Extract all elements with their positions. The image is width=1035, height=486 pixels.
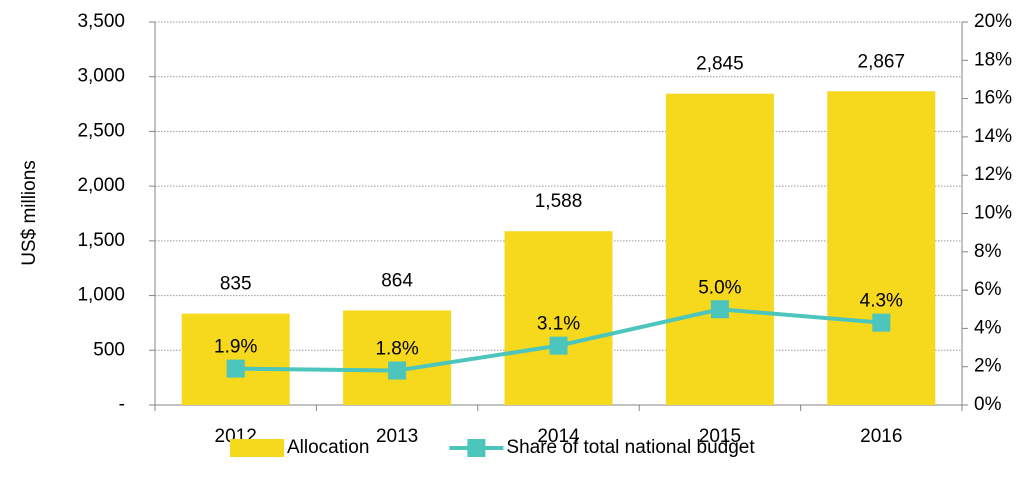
legend-label: Allocation	[287, 437, 369, 458]
y2-tick-label: 4%	[974, 317, 1002, 338]
line-value-label: 3.1%	[537, 314, 580, 335]
line-marker	[710, 300, 729, 319]
y-tick-label: 1,000	[77, 285, 125, 306]
bar	[181, 313, 290, 405]
bar	[343, 310, 452, 405]
bar-value-label: 2,845	[696, 54, 744, 75]
legend-marker	[467, 439, 486, 457]
line-value-label: 5.0%	[698, 277, 741, 298]
x-tick-label: 2013	[376, 426, 418, 447]
line-value-label: 1.9%	[214, 337, 257, 358]
y-tick-label: 3,000	[77, 66, 125, 87]
bar-value-label: 2,867	[858, 51, 906, 72]
line-marker	[872, 313, 891, 332]
line-marker	[226, 359, 245, 378]
y2-tick-label: 14%	[974, 126, 1012, 147]
y2-tick-label: 10%	[974, 203, 1012, 224]
y2-tick-label: 12%	[974, 164, 1012, 185]
y2-tick-label: 18%	[974, 49, 1012, 70]
y-tick-label: -	[119, 394, 125, 415]
legend-label: Share of total national budget	[506, 437, 755, 458]
x-tick-label: 2015	[699, 426, 741, 447]
line-value-label: 1.8%	[375, 339, 418, 360]
bar	[504, 231, 613, 405]
bar-value-label: 1,588	[535, 191, 583, 212]
bar	[827, 91, 936, 406]
y2-tick-label: 8%	[974, 241, 1002, 262]
y2-tick-label: 2%	[974, 356, 1002, 377]
bar-value-label: 864	[381, 270, 413, 291]
line-marker	[388, 361, 407, 380]
y2-tick-label: 16%	[974, 88, 1012, 109]
y2-tick-label: 6%	[974, 279, 1002, 300]
line-value-label: 4.3%	[860, 291, 903, 312]
y-tick-label: 500	[93, 339, 125, 360]
y-tick-label: 2,000	[77, 175, 125, 196]
y-tick-label: 3,500	[77, 11, 125, 32]
bar	[665, 93, 774, 405]
x-tick-label: 2016	[860, 426, 902, 447]
x-tick-label: 2014	[537, 426, 580, 447]
y-tick-label: 1,500	[77, 230, 125, 251]
legend-swatch	[230, 439, 284, 457]
y-tick-label: 2,500	[77, 120, 125, 141]
bar-value-label: 835	[220, 274, 252, 295]
y2-tick-label: 20%	[974, 11, 1012, 32]
line-marker	[549, 336, 568, 355]
y2-tick-label: 0%	[974, 394, 1002, 415]
y-axis-label: US$ millions	[19, 160, 40, 266]
